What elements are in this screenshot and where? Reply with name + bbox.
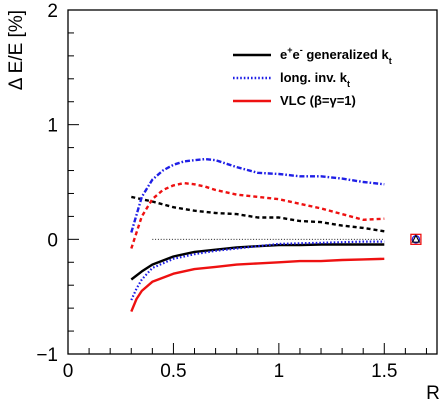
series-vlc: [130, 257, 385, 313]
axis-ticks: [67, 9, 427, 355]
y-tick-label: 2: [47, 1, 58, 22]
y-axis-label: Δ E/E [%]: [6, 10, 27, 90]
plot-border: [67, 9, 438, 355]
x-tick-label: 0: [63, 361, 74, 382]
series-ee: [130, 243, 385, 281]
series-vlc-upper: [130, 181, 385, 249]
y-tick-label: 1: [47, 116, 58, 137]
marker-ee-triangle: [411, 234, 421, 243]
x-tick-label: 0.5: [160, 361, 186, 382]
x-axis-label: R: [426, 383, 440, 403]
legend-label-vlc: VLC (β=γ=1): [280, 93, 356, 108]
marker-layer: [410, 233, 422, 245]
series-inv-upper: [130, 157, 385, 233]
series-ee-upper: [131, 195, 385, 233]
legend-label-inv: long. inv. kt: [280, 70, 350, 89]
series-inv: [130, 240, 385, 301]
y-tick-label: 0: [47, 230, 58, 251]
x-tick-label: 1.5: [371, 361, 397, 382]
x-tick-label: 1: [274, 361, 285, 382]
plot-frame: [67, 9, 438, 355]
series-layer: [130, 157, 385, 313]
legend-label-ee: e+e- generalized kt: [280, 45, 392, 66]
y-tick-label: −1: [36, 345, 58, 366]
legend: e+e- generalized kt long. inv. kt VLC (β=γ…: [233, 45, 392, 108]
